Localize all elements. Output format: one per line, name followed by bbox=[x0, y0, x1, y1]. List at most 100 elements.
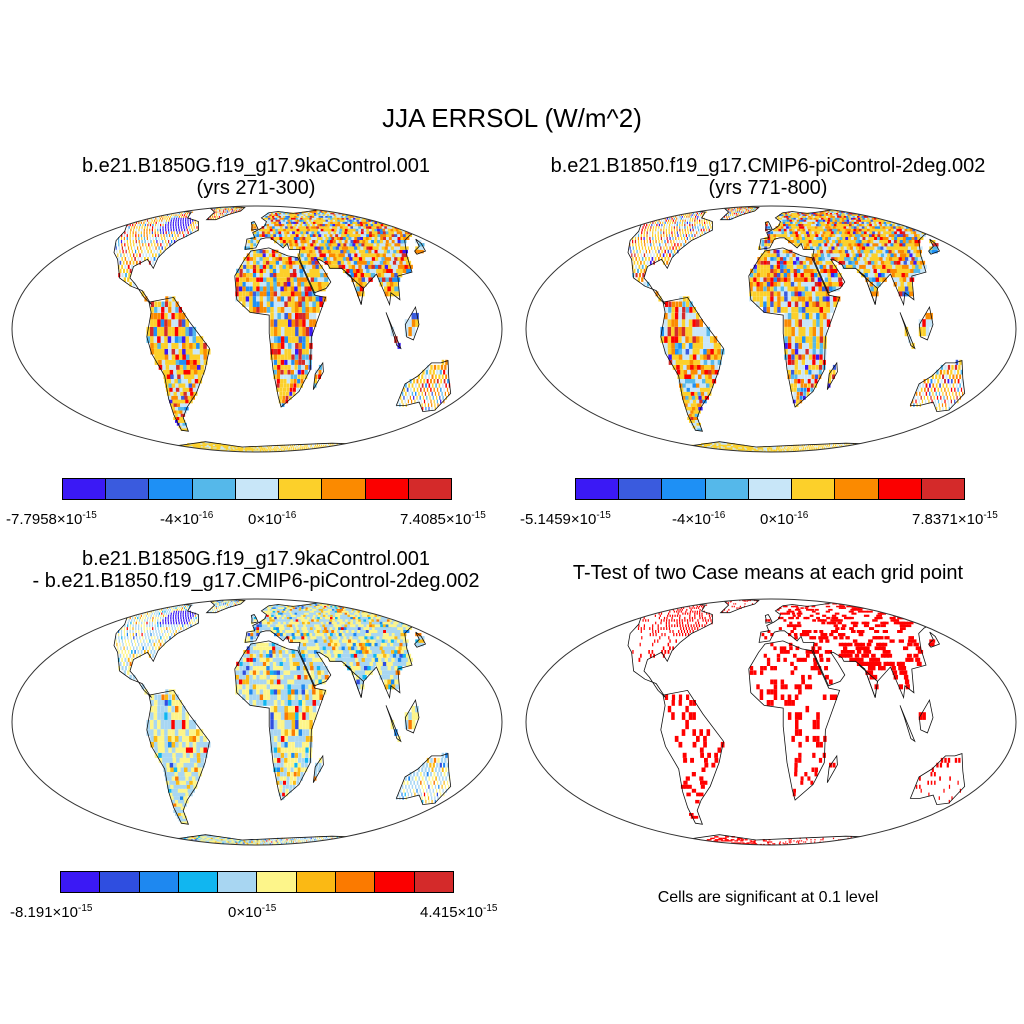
colorbar-swatch bbox=[705, 479, 749, 499]
coastline-antarctica bbox=[107, 834, 407, 845]
coastline-antarctica bbox=[621, 834, 921, 845]
coastline-africa bbox=[234, 640, 327, 801]
coastline-antarctica bbox=[107, 441, 407, 452]
colorbar-swatch bbox=[100, 872, 140, 892]
coastline-nz bbox=[439, 799, 467, 817]
coastline-samerica bbox=[146, 296, 210, 432]
coastline-borneo bbox=[918, 305, 934, 341]
panel-case2-tick-a: -4×10-16 bbox=[672, 510, 726, 528]
panel-diff-title-line1: b.e21.B1850G.f19_g17.9kaControl.001 bbox=[81, 548, 431, 570]
coastline-eurasia bbox=[244, 601, 420, 700]
panel-case2-title-line2: (yrs 771-800) bbox=[708, 177, 828, 199]
map-frame bbox=[525, 205, 1017, 453]
coastline-india bbox=[344, 664, 364, 698]
panel-ttest-map bbox=[525, 598, 1017, 846]
coastline-nz bbox=[439, 406, 467, 424]
coastlines bbox=[105, 599, 467, 845]
coastline-nz bbox=[953, 406, 981, 424]
colorbar-swatch bbox=[375, 872, 415, 892]
colorbar-swatch bbox=[619, 479, 663, 499]
coastline-india bbox=[858, 271, 878, 305]
coastline-eurasia bbox=[758, 601, 934, 700]
colorbar-swatch bbox=[257, 872, 297, 892]
map-frame bbox=[525, 598, 1017, 846]
panel-ttest-note: Cells are significant at 0.1 level bbox=[657, 889, 879, 906]
colorbar-swatch bbox=[662, 479, 706, 499]
panel-diff-tick-zero: 0×10-15 bbox=[228, 903, 277, 921]
panel-case2-tick-min: -5.1459×10-15 bbox=[520, 510, 611, 528]
panel-ttest-title-line1: T-Test of two Case means at each grid po… bbox=[572, 562, 964, 584]
grid-cells bbox=[621, 599, 978, 845]
panel-case2-colorbar bbox=[575, 478, 965, 500]
colorbar-swatch bbox=[414, 872, 453, 892]
coastline-samerica bbox=[660, 296, 724, 432]
panel-case1-title-line1: b.e21.B1850G.f19_g17.9kaControl.001 bbox=[81, 155, 431, 177]
colorbar-swatch bbox=[748, 479, 793, 499]
panel-case1-title-line2: (yrs 271-300) bbox=[196, 177, 316, 199]
coastline-india bbox=[344, 271, 364, 305]
coastline-namerica bbox=[105, 603, 199, 698]
colorbar-swatch bbox=[322, 479, 366, 499]
panel-case1-colorbar bbox=[62, 478, 452, 500]
colorbar-swatch bbox=[365, 479, 409, 499]
coastline-sumatra bbox=[899, 705, 916, 743]
coastline-africa bbox=[748, 247, 841, 408]
panel-case1-tick-min: -7.7958×10-15 bbox=[6, 510, 97, 528]
map-frame bbox=[11, 205, 503, 453]
colorbar-swatch bbox=[106, 479, 150, 499]
coastline-greenland bbox=[719, 599, 760, 614]
coastline-uk bbox=[250, 614, 259, 624]
colorbar-swatch bbox=[921, 479, 964, 499]
coastline-japan bbox=[414, 238, 427, 255]
panel-case2-title: b.e21.B1850.f19_g17.CMIP6-piControl-2deg… bbox=[512, 155, 1024, 199]
colorbar-swatch bbox=[218, 872, 258, 892]
coastlines bbox=[105, 206, 467, 452]
coastline-japan bbox=[928, 631, 941, 648]
coastline-sumatra bbox=[385, 705, 402, 743]
coastline-uk bbox=[250, 221, 259, 231]
panel-case1-tick-b: 0×10-16 bbox=[248, 510, 297, 528]
colorbar-swatch bbox=[63, 479, 107, 499]
colorbar-swatch bbox=[835, 479, 879, 499]
coastline-sumatra bbox=[899, 312, 916, 350]
coastline-antarctica bbox=[621, 441, 921, 452]
coastline-japan bbox=[928, 238, 941, 255]
panel-ttest-title: T-Test of two Case means at each grid po… bbox=[512, 562, 1024, 584]
colorbar-swatch bbox=[336, 872, 376, 892]
panel-case2-title-line1: b.e21.B1850.f19_g17.CMIP6-piControl-2deg… bbox=[550, 155, 986, 177]
panel-diff-title-line2: - b.e21.B1850.f19_g17.CMIP6-piControl-2d… bbox=[32, 570, 480, 592]
coastlines bbox=[619, 206, 981, 452]
coastline-australia bbox=[909, 753, 966, 806]
coastline-namerica bbox=[619, 603, 713, 698]
coastline-namerica bbox=[619, 210, 713, 305]
panel-case2-tick-max: 7.8371×10-15 bbox=[912, 510, 998, 528]
coastline-namerica bbox=[105, 210, 199, 305]
coastline-borneo bbox=[918, 698, 934, 734]
coastline-madagascar bbox=[826, 361, 838, 390]
colorbar-swatch bbox=[235, 479, 280, 499]
colorbar-swatch bbox=[139, 872, 179, 892]
colorbar-swatch bbox=[878, 479, 922, 499]
coastline-africa bbox=[748, 640, 841, 801]
coastline-greenland bbox=[205, 206, 246, 221]
coastline-uk bbox=[764, 614, 773, 624]
coastline-eurasia bbox=[758, 208, 934, 307]
coastline-africa bbox=[234, 247, 327, 408]
coastlines bbox=[619, 599, 981, 845]
colorbar-swatch bbox=[792, 479, 836, 499]
coastline-borneo bbox=[404, 305, 420, 341]
figure-title: JJA ERRSOL (W/m^2) bbox=[382, 103, 642, 133]
map-frame bbox=[11, 598, 503, 846]
colorbar-swatch bbox=[279, 479, 323, 499]
panel-diff-title: b.e21.B1850G.f19_g17.9kaControl.001 - b.… bbox=[0, 548, 512, 592]
panel-diff-colorbar bbox=[60, 871, 454, 893]
coastline-madagascar bbox=[312, 361, 324, 390]
panel-case1-tick-a: -4×10-16 bbox=[160, 510, 214, 528]
coastline-nz bbox=[953, 799, 981, 817]
coastline-madagascar bbox=[312, 754, 324, 783]
panel-case2-tick-b: 0×10-16 bbox=[760, 510, 809, 528]
coastline-samerica bbox=[146, 689, 210, 825]
colorbar-swatch bbox=[149, 479, 193, 499]
coastline-sumatra bbox=[385, 312, 402, 350]
panel-case1-tick-max: 7.4085×10-15 bbox=[400, 510, 486, 528]
